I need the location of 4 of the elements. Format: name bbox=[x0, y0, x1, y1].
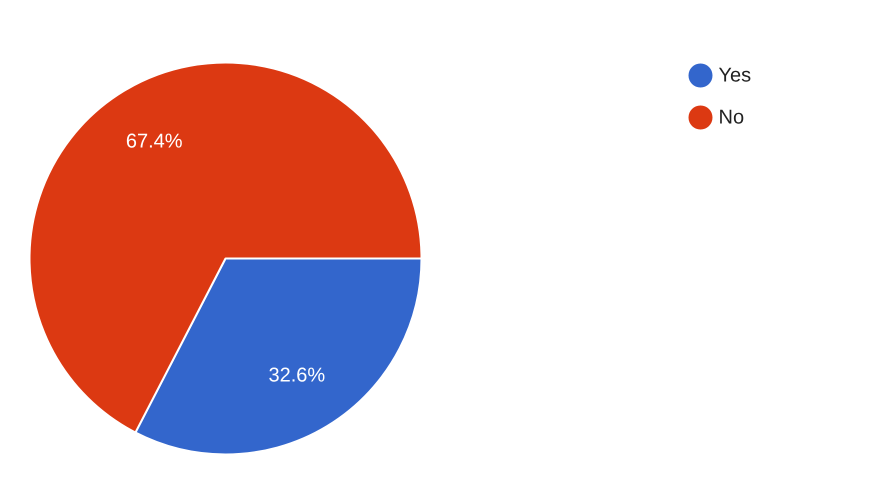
legend-label: No bbox=[718, 106, 744, 128]
legend-label: Yes bbox=[718, 64, 752, 86]
data-label: 67.4% bbox=[126, 130, 183, 152]
data-label: 32.6% bbox=[268, 364, 326, 387]
